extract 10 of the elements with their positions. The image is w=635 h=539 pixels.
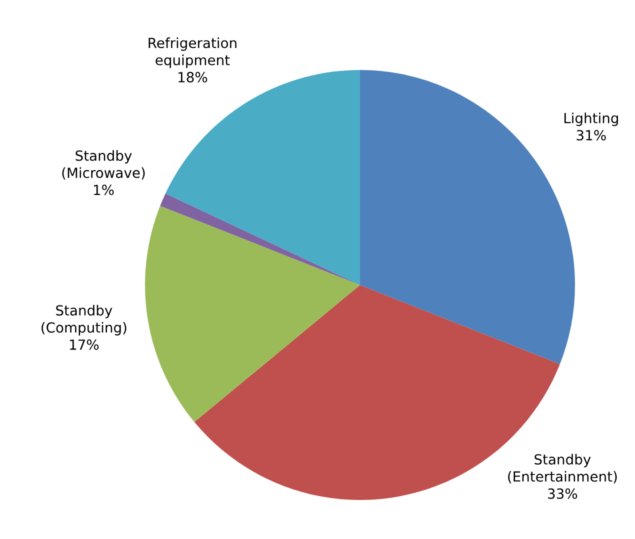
slice-label: Standby (Computing) [42, 304, 126, 336]
slice-label: Lighting [564, 112, 618, 126]
data-label: 33% [548, 488, 578, 499]
slice-label: Refrigeration equipment [148, 37, 236, 68]
data-label: 17% [70, 339, 99, 350]
data-label: 18% [178, 72, 208, 82]
slice-label: Standby (Entertainment) [508, 454, 617, 484]
data-label: 31% [576, 130, 606, 140]
slice-label: Standby (Microwave) [62, 150, 145, 180]
data-label: 1% [94, 184, 114, 196]
